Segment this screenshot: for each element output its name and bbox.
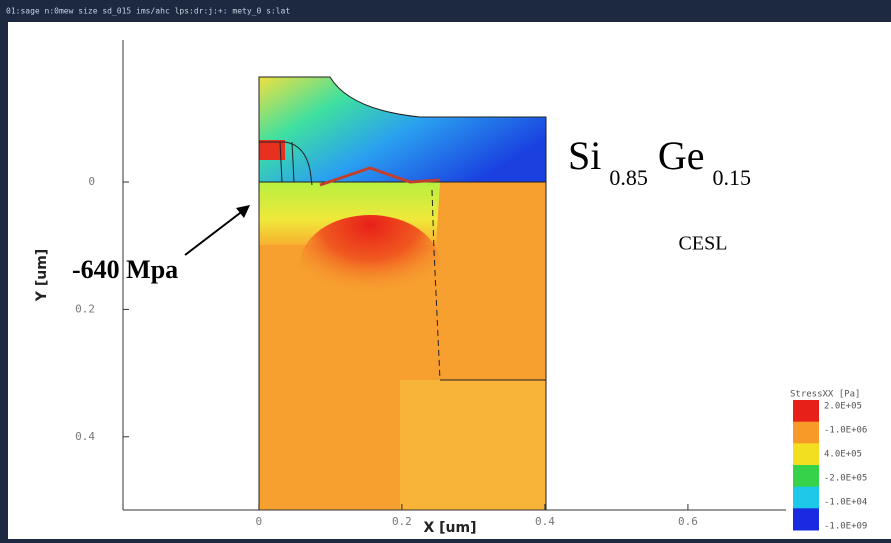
colorbar-swatch [793, 486, 819, 509]
material: Si [568, 133, 601, 178]
device [258, 76, 547, 511]
x-tick-label: 0.4 [535, 515, 555, 528]
material2: Ge [658, 133, 705, 178]
y-tick-label: 0.4 [75, 430, 95, 443]
material-sub: 0.15 [713, 165, 752, 190]
colorbar-label: -2.0E+05 [824, 474, 867, 484]
x-tick-label: 0 [256, 515, 263, 528]
x-axis-label: X [um] [423, 520, 476, 536]
y-tick-label: 0.2 [75, 302, 95, 315]
colorbar-swatch [793, 400, 819, 423]
x-tick-label: 0.6 [678, 515, 698, 528]
material-sub: 0.85 [609, 165, 648, 190]
window-title: 01:sage n:0mew size sd_015 ims/ahc lps:d… [6, 7, 290, 16]
y-tick-label: 0 [88, 175, 95, 188]
arrow [184, 209, 245, 256]
colorbar-label: 2.0E+05 [824, 402, 862, 412]
colorbar-label: -1.0E+06 [824, 426, 867, 436]
layer-label: CESL [679, 233, 728, 255]
y-axis-label: Y [um] [34, 249, 50, 302]
colorbar-swatch [793, 421, 819, 444]
colorbar-swatch [793, 508, 819, 531]
colorbar-label: 4.0E+05 [824, 450, 862, 460]
colorbar-title: StressXX [Pa] [790, 390, 860, 400]
stress-label: -640 Mpa [72, 255, 178, 284]
colorbar-label: -1.0E+09 [824, 522, 867, 532]
x-tick-label: 0.2 [392, 515, 412, 528]
annotations: Si 0.85 Ge 0.15 CESL -640 Mpa [72, 133, 751, 284]
material-label: Si 0.85 Ge 0.15 [568, 133, 751, 190]
colorbar-label: -1.0E+04 [824, 498, 867, 508]
colorbar-swatch [793, 465, 819, 488]
colorbar-swatch [793, 443, 819, 466]
colorbar: StressXX [Pa] 2.0E+05 -1.0E+06 4.0E+05 -2.0… [786, 384, 891, 539]
arrow-head [236, 205, 250, 218]
